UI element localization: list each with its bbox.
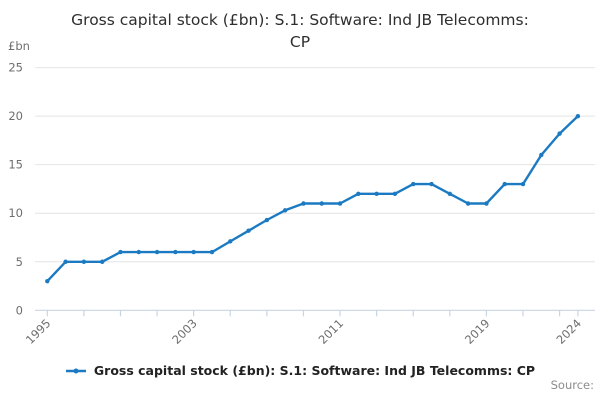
data-point-1998[interactable] [99,259,105,264]
data-point-2006[interactable] [246,228,251,233]
y-tick-label-25: 25 [8,61,23,75]
data-point-2017[interactable] [447,191,453,197]
data-point-1996[interactable] [63,259,68,264]
data-point-2023[interactable] [557,131,562,136]
data-point-2012[interactable] [356,191,361,197]
x-tick-label-2003: 2003 [169,316,200,347]
data-point-2014[interactable] [392,191,398,197]
y-tick-label-0: 0 [16,303,23,317]
data-point-2022[interactable] [539,152,544,158]
data-point-2002[interactable] [173,249,178,255]
chart-title: Gross capital stock (£bn): S.1: Software… [0,9,600,53]
data-point-2005[interactable] [228,239,233,244]
chart-title-line2: CP [289,33,311,51]
data-point-2011[interactable] [337,201,343,206]
data-point-2010[interactable] [319,201,324,206]
legend-series-label: Gross capital stock (£bn): S.1: Software… [93,363,536,378]
y-axis-unit-label: £bn [8,39,30,53]
data-point-2019[interactable] [484,201,489,206]
data-point-2008[interactable] [282,208,288,213]
data-point-1999[interactable] [118,249,123,255]
y-tick-label-15: 15 [8,158,23,172]
data-point-2003[interactable] [191,249,196,255]
x-tick-label-2011: 2011 [316,316,347,347]
data-point-1995[interactable] [45,278,50,284]
data-point-2016[interactable] [429,181,434,187]
data-point-2021[interactable] [520,181,526,187]
y-tick-label-20: 20 [8,109,23,123]
x-tick-label-1995: 1995 [23,316,54,347]
data-point-2015[interactable] [411,181,416,187]
data-point-2009[interactable] [301,201,306,206]
source-note: Source: [550,378,594,392]
data-point-2004[interactable] [209,249,215,255]
data-point-2000[interactable] [136,249,141,255]
x-tick-label-2019: 2019 [462,316,493,347]
y-tick-label-5: 5 [16,255,23,269]
data-point-2013[interactable] [374,191,379,197]
data-point-2018[interactable] [465,201,471,206]
chart-title-line1: Gross capital stock (£bn): S.1: Software… [71,11,529,29]
data-point-2007[interactable] [264,217,270,223]
y-tick-label-10: 10 [8,206,23,220]
data-point-2024[interactable] [575,113,581,119]
x-tick-label-2024: 2024 [553,316,584,347]
data-point-2020[interactable] [502,181,507,187]
data-point-1997[interactable] [81,259,87,264]
data-point-2001[interactable] [154,249,160,255]
series-line[interactable] [46,114,580,283]
legend[interactable]: Gross capital stock (£bn): S.1: Software… [0,363,600,378]
legend-series-marker-icon [65,368,86,373]
